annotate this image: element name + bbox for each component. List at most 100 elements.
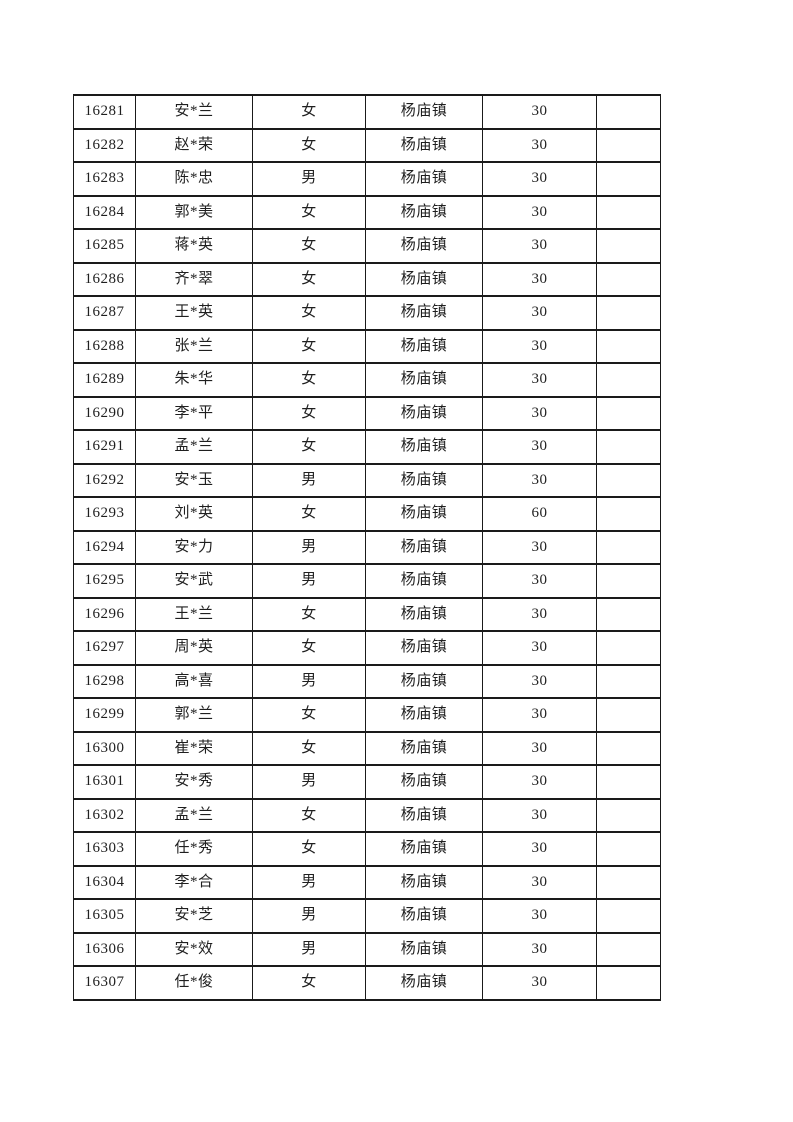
cell-gender: 女	[252, 730, 366, 766]
cell-amount: 30	[482, 864, 597, 900]
cell-amount: 30	[482, 529, 597, 565]
cell-gender: 女	[252, 228, 366, 264]
cell-person-name: 安*效	[135, 931, 253, 967]
cell-blank	[596, 94, 661, 130]
cell-blank	[596, 194, 661, 230]
cell-amount: 30	[482, 563, 597, 599]
cell-amount: 30	[482, 797, 597, 833]
cell-town: 杨庙镇	[365, 663, 483, 699]
cell-amount: 30	[482, 730, 597, 766]
cell-amount: 30	[482, 228, 597, 264]
cell-person-name: 王*英	[135, 295, 253, 331]
cell-blank	[596, 730, 661, 766]
cell-amount: 30	[482, 764, 597, 800]
cell-town: 杨庙镇	[365, 295, 483, 331]
cell-record-id: 16297	[73, 630, 136, 666]
cell-person-name: 崔*荣	[135, 730, 253, 766]
cell-blank	[596, 630, 661, 666]
cell-person-name: 安*力	[135, 529, 253, 565]
cell-person-name: 周*英	[135, 630, 253, 666]
cell-record-id: 16304	[73, 864, 136, 900]
cell-town: 杨庙镇	[365, 831, 483, 867]
cell-record-id: 16305	[73, 898, 136, 934]
table-row: 16283 陈*忠 男 杨庙镇 30	[73, 161, 661, 197]
cell-blank	[596, 965, 661, 1001]
cell-blank	[596, 395, 661, 431]
table-row: 16291 孟*兰 女 杨庙镇 30	[73, 429, 661, 465]
cell-gender: 男	[252, 764, 366, 800]
cell-amount: 30	[482, 596, 597, 632]
cell-amount: 30	[482, 663, 597, 699]
cell-record-id: 16284	[73, 194, 136, 230]
cell-town: 杨庙镇	[365, 764, 483, 800]
cell-gender: 男	[252, 898, 366, 934]
table-row: 16284 郭*美 女 杨庙镇 30	[73, 194, 661, 230]
cell-town: 杨庙镇	[365, 194, 483, 230]
cell-person-name: 赵*荣	[135, 127, 253, 163]
cell-town: 杨庙镇	[365, 630, 483, 666]
cell-person-name: 安*秀	[135, 764, 253, 800]
cell-amount: 30	[482, 630, 597, 666]
cell-blank	[596, 496, 661, 532]
cell-record-id: 16282	[73, 127, 136, 163]
cell-person-name: 齐*翠	[135, 261, 253, 297]
cell-blank	[596, 328, 661, 364]
cell-town: 杨庙镇	[365, 261, 483, 297]
cell-record-id: 16293	[73, 496, 136, 532]
cell-town: 杨庙镇	[365, 462, 483, 498]
cell-town: 杨庙镇	[365, 797, 483, 833]
cell-person-name: 张*兰	[135, 328, 253, 364]
table-row: 16290 李*平 女 杨庙镇 30	[73, 395, 661, 431]
cell-amount: 30	[482, 429, 597, 465]
cell-person-name: 安*武	[135, 563, 253, 599]
cell-person-name: 刘*英	[135, 496, 253, 532]
table-row: 16288 张*兰 女 杨庙镇 30	[73, 328, 661, 364]
cell-person-name: 蒋*英	[135, 228, 253, 264]
cell-person-name: 孟*兰	[135, 797, 253, 833]
cell-amount: 30	[482, 831, 597, 867]
table-row: 16287 王*英 女 杨庙镇 30	[73, 295, 661, 331]
table-row: 16306 安*效 男 杨庙镇 30	[73, 931, 661, 967]
cell-blank	[596, 931, 661, 967]
cell-blank	[596, 596, 661, 632]
table-row: 16295 安*武 男 杨庙镇 30	[73, 563, 661, 599]
table-row: 16303 任*秀 女 杨庙镇 30	[73, 831, 661, 867]
cell-person-name: 任*俊	[135, 965, 253, 1001]
table-row: 16289 朱*华 女 杨庙镇 30	[73, 362, 661, 398]
table-row: 16292 安*玉 男 杨庙镇 30	[73, 462, 661, 498]
table-row: 16307 任*俊 女 杨庙镇 30	[73, 965, 661, 1001]
cell-record-id: 16296	[73, 596, 136, 632]
cell-gender: 男	[252, 563, 366, 599]
cell-person-name: 李*平	[135, 395, 253, 431]
cell-amount: 30	[482, 697, 597, 733]
cell-gender: 女	[252, 797, 366, 833]
cell-town: 杨庙镇	[365, 965, 483, 1001]
cell-blank	[596, 127, 661, 163]
cell-record-id: 16295	[73, 563, 136, 599]
table-row: 16304 李*合 男 杨庙镇 30	[73, 864, 661, 900]
cell-person-name: 陈*忠	[135, 161, 253, 197]
cell-blank	[596, 228, 661, 264]
cell-person-name: 安*玉	[135, 462, 253, 498]
cell-record-id: 16306	[73, 931, 136, 967]
cell-town: 杨庙镇	[365, 596, 483, 632]
cell-amount: 30	[482, 965, 597, 1001]
cell-blank	[596, 898, 661, 934]
table-row: 16301 安*秀 男 杨庙镇 30	[73, 764, 661, 800]
cell-gender: 女	[252, 429, 366, 465]
cell-town: 杨庙镇	[365, 864, 483, 900]
cell-person-name: 任*秀	[135, 831, 253, 867]
cell-gender: 女	[252, 261, 366, 297]
cell-amount: 30	[482, 462, 597, 498]
cell-gender: 女	[252, 328, 366, 364]
cell-person-name: 李*合	[135, 864, 253, 900]
cell-amount: 30	[482, 395, 597, 431]
cell-town: 杨庙镇	[365, 127, 483, 163]
cell-blank	[596, 462, 661, 498]
table-row: 16298 高*喜 男 杨庙镇 30	[73, 663, 661, 699]
cell-record-id: 16289	[73, 362, 136, 398]
cell-blank	[596, 697, 661, 733]
cell-amount: 30	[482, 898, 597, 934]
cell-record-id: 16290	[73, 395, 136, 431]
cell-blank	[596, 831, 661, 867]
